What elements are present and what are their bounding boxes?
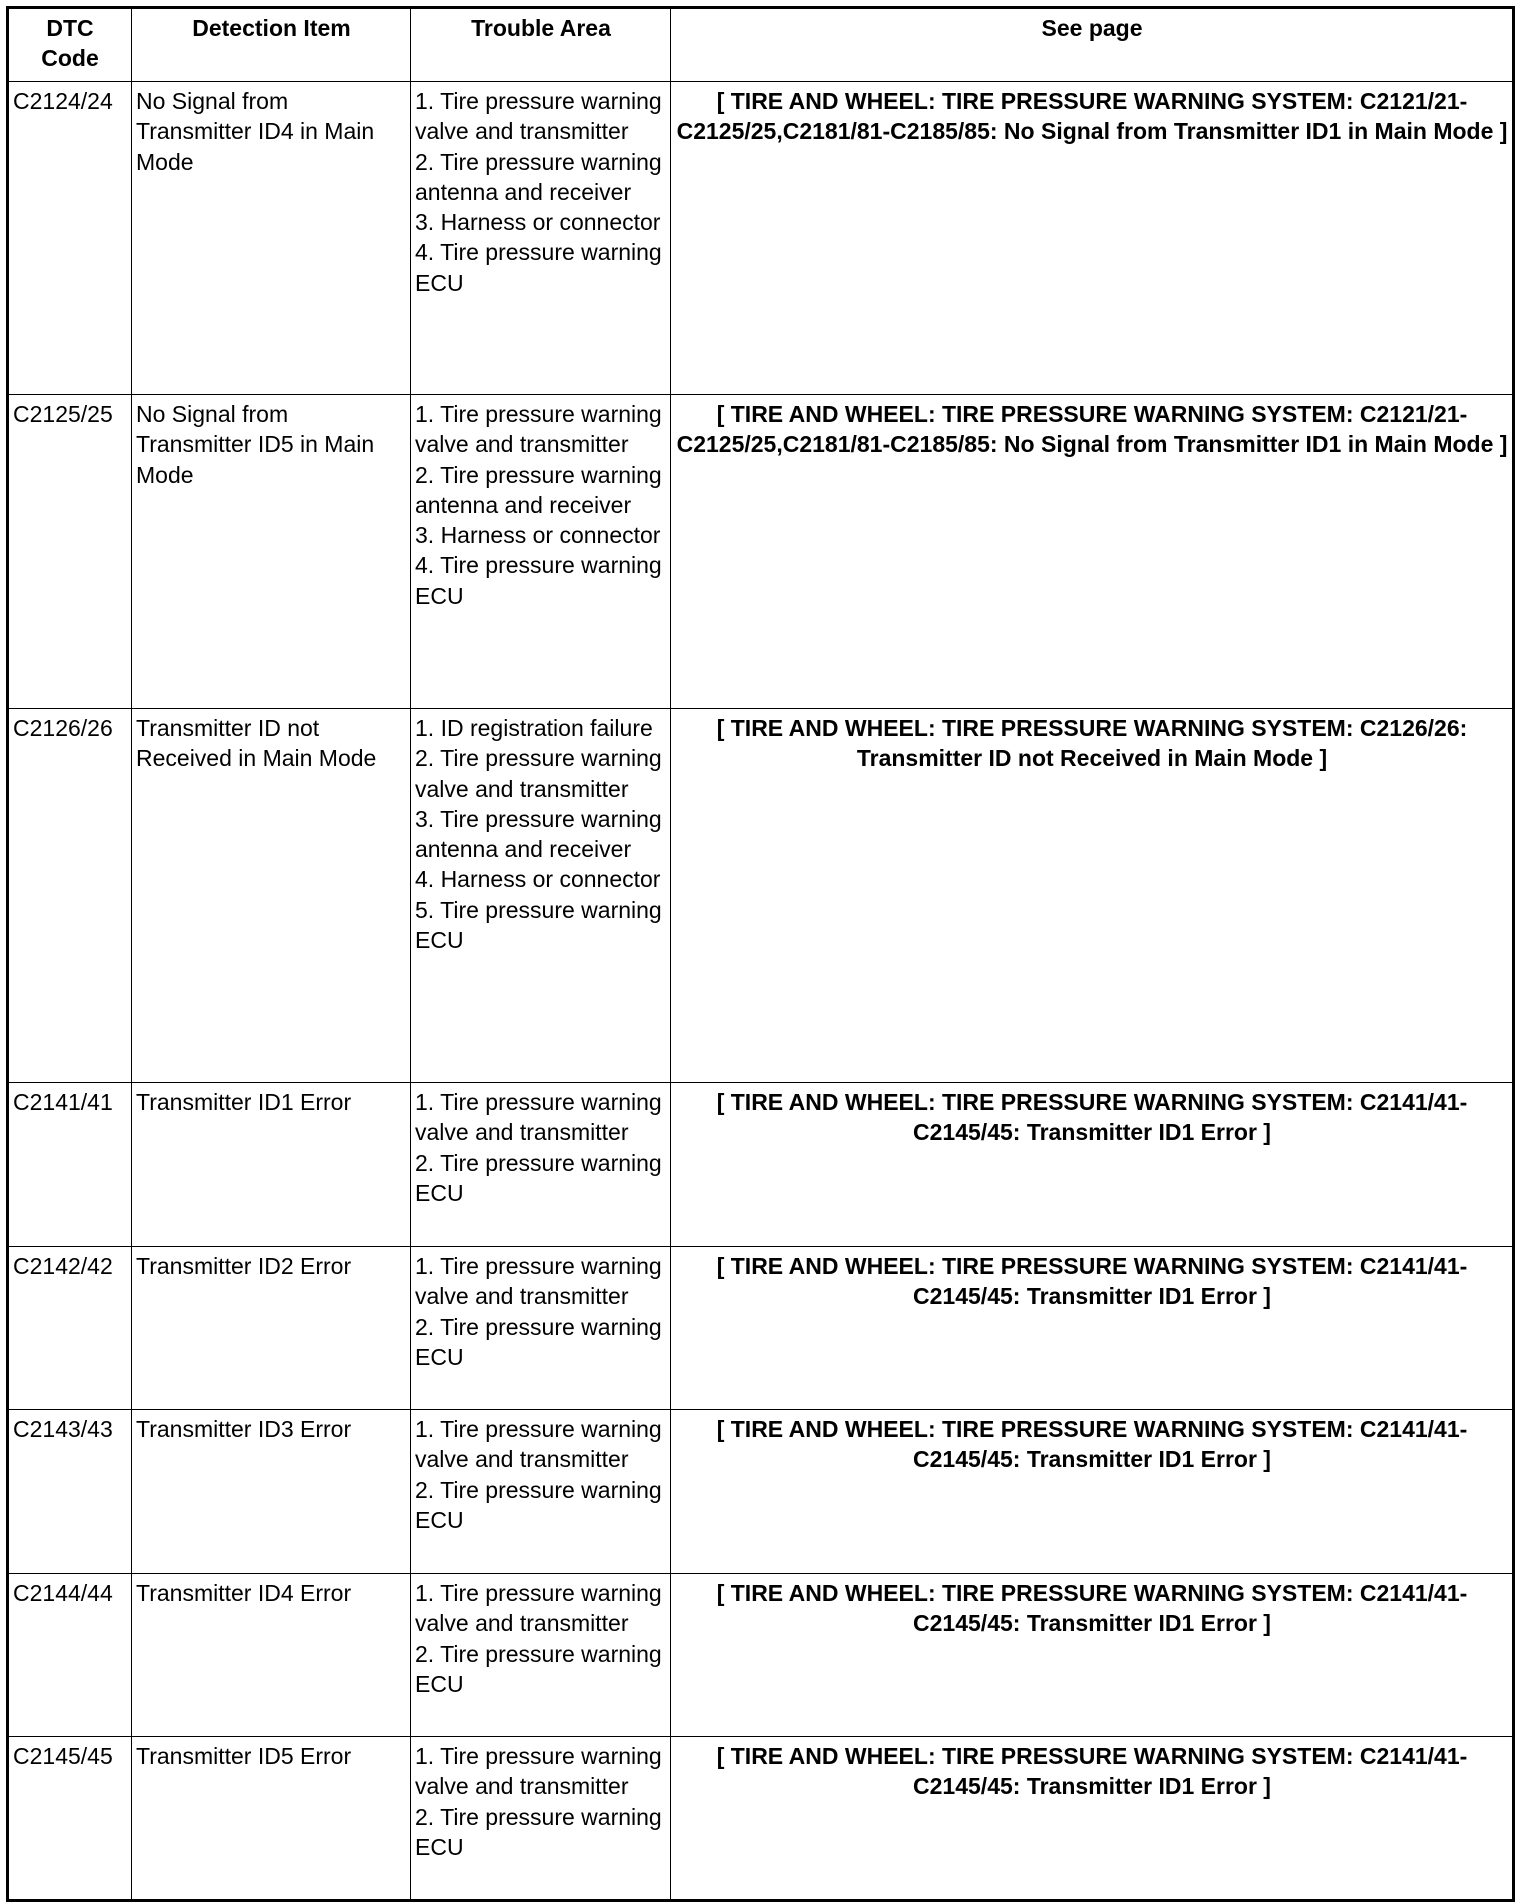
trouble-area-item: 1. Tire pressure warning valve and trans…: [415, 1580, 662, 1637]
header-detection-item: Detection Item: [131, 7, 411, 82]
trouble-area-item: 2. Tire pressure warning antenna and rec…: [415, 148, 662, 205]
trouble-area: 1. ID registration failure 2. Tire pressu…: [410, 708, 671, 1083]
dtc-table: DTC Code Detection Item Trouble Area See…: [6, 6, 1515, 1902]
trouble-area-item: 3. Tire pressure warning antenna and rec…: [415, 805, 662, 863]
trouble-area-item: 2. Tire pressure warning ECU: [415, 1640, 662, 1697]
trouble-area: 1. Tire pressure warning valve and trans…: [410, 1736, 671, 1901]
see-page-link[interactable]: [ TIRE AND WHEEL: TIRE PRESSURE WARNING …: [670, 1082, 1514, 1247]
trouble-area-item: 1. Tire pressure warning valve and trans…: [415, 1416, 662, 1473]
trouble-area: 1. Tire pressure warning valve and trans…: [410, 81, 671, 395]
trouble-area-item: 4. Tire pressure warning ECU: [415, 552, 662, 609]
see-page-link[interactable]: [ TIRE AND WHEEL: TIRE PRESSURE WARNING …: [670, 1573, 1514, 1737]
table-row: C2144/44 Transmitter ID4 Error 1. Tire pre…: [7, 1573, 1514, 1737]
trouble-area-item: 1. ID registration failure: [415, 715, 653, 741]
dtc-code: C2142/42: [7, 1246, 132, 1410]
table-row: C2124/24 No Signal from Transmitter ID4 i…: [7, 81, 1514, 395]
table-row: C2145/45 Transmitter ID5 Error 1. Tire pre…: [7, 1736, 1514, 1901]
trouble-area-item: 1. Tire pressure warning valve and trans…: [415, 88, 662, 145]
detection-item: Transmitter ID5 Error: [131, 1736, 411, 1901]
trouble-area-item: 4. Harness or connector: [415, 866, 661, 893]
header-row: DTC Code Detection Item Trouble Area See…: [7, 7, 1514, 82]
table-row: C2125/25 No Signal from Transmitter ID5 i…: [7, 394, 1514, 709]
detection-item: Transmitter ID2 Error: [131, 1246, 411, 1410]
dtc-code: C2126/26: [7, 708, 132, 1083]
detection-item: Transmitter ID3 Error: [131, 1409, 411, 1574]
table-row: C2143/43 Transmitter ID3 Error 1. Tire pre…: [7, 1409, 1514, 1574]
detection-item: No Signal from Transmitter ID5 in Main M…: [131, 394, 411, 709]
see-page-link[interactable]: [ TIRE AND WHEEL: TIRE PRESSURE WARNING …: [670, 708, 1514, 1083]
header-dtc-code: DTC Code: [7, 7, 132, 82]
trouble-area-item: 1. Tire pressure warning valve and trans…: [415, 1743, 662, 1800]
header-see-page: See page: [670, 7, 1514, 82]
detection-item: Transmitter ID4 Error: [131, 1573, 411, 1737]
see-page-link[interactable]: [ TIRE AND WHEEL: TIRE PRESSURE WARNING …: [670, 1246, 1514, 1410]
trouble-area-item: 2. Tire pressure warning ECU: [415, 1149, 662, 1206]
trouble-area-item: 2. Tire pressure warning valve and trans…: [415, 745, 662, 802]
trouble-area-item: 3. Harness or connector: [415, 209, 661, 236]
trouble-area-item: 1. Tire pressure warning valve and trans…: [415, 1253, 662, 1310]
trouble-area: 1. Tire pressure warning valve and trans…: [410, 1082, 671, 1247]
detection-item: Transmitter ID not Received in Main Mode: [131, 708, 411, 1083]
dtc-code: C2145/45: [7, 1736, 132, 1901]
dtc-code: C2125/25: [7, 394, 132, 709]
trouble-area-item: 5. Tire pressure warning ECU: [415, 896, 662, 954]
see-page-link[interactable]: [ TIRE AND WHEEL: TIRE PRESSURE WARNING …: [670, 1409, 1514, 1574]
trouble-area: 1. Tire pressure warning valve and trans…: [410, 1573, 671, 1737]
trouble-area-item: 3. Harness or connector: [415, 522, 661, 549]
trouble-area-item: 2. Tire pressure warning antenna and rec…: [415, 461, 662, 518]
see-page-link[interactable]: [ TIRE AND WHEEL: TIRE PRESSURE WARNING …: [670, 81, 1514, 395]
dtc-code: C2144/44: [7, 1573, 132, 1737]
header-trouble-area: Trouble Area: [410, 7, 671, 82]
dtc-code: C2141/41: [7, 1082, 132, 1247]
dtc-code: C2143/43: [7, 1409, 132, 1574]
trouble-area-item: 1. Tire pressure warning valve and trans…: [415, 1089, 662, 1146]
see-page-link[interactable]: [ TIRE AND WHEEL: TIRE PRESSURE WARNING …: [670, 1736, 1514, 1901]
see-page-link[interactable]: [ TIRE AND WHEEL: TIRE PRESSURE WARNING …: [670, 394, 1514, 709]
dtc-code: C2124/24: [7, 81, 132, 395]
trouble-area-item: 1. Tire pressure warning valve and trans…: [415, 401, 662, 458]
table-row: C2142/42 Transmitter ID2 Error 1. Tire pre…: [7, 1246, 1514, 1410]
trouble-area: 1. Tire pressure warning valve and trans…: [410, 394, 671, 709]
trouble-area-item: 2. Tire pressure warning ECU: [415, 1313, 662, 1370]
trouble-area-item: 2. Tire pressure warning ECU: [415, 1476, 662, 1533]
trouble-area: 1. Tire pressure warning valve and trans…: [410, 1246, 671, 1410]
table-row: C2141/41 Transmitter ID1 Error 1. Tire pre…: [7, 1082, 1514, 1247]
trouble-area-item: 4. Tire pressure warning ECU: [415, 239, 662, 296]
detection-item: No Signal from Transmitter ID4 in Main M…: [131, 81, 411, 395]
table-row: C2126/26 Transmitter ID not Received in M…: [7, 708, 1514, 1083]
trouble-area-item: 2. Tire pressure warning ECU: [415, 1803, 662, 1860]
trouble-area: 1. Tire pressure warning valve and trans…: [410, 1409, 671, 1574]
detection-item: Transmitter ID1 Error: [131, 1082, 411, 1247]
